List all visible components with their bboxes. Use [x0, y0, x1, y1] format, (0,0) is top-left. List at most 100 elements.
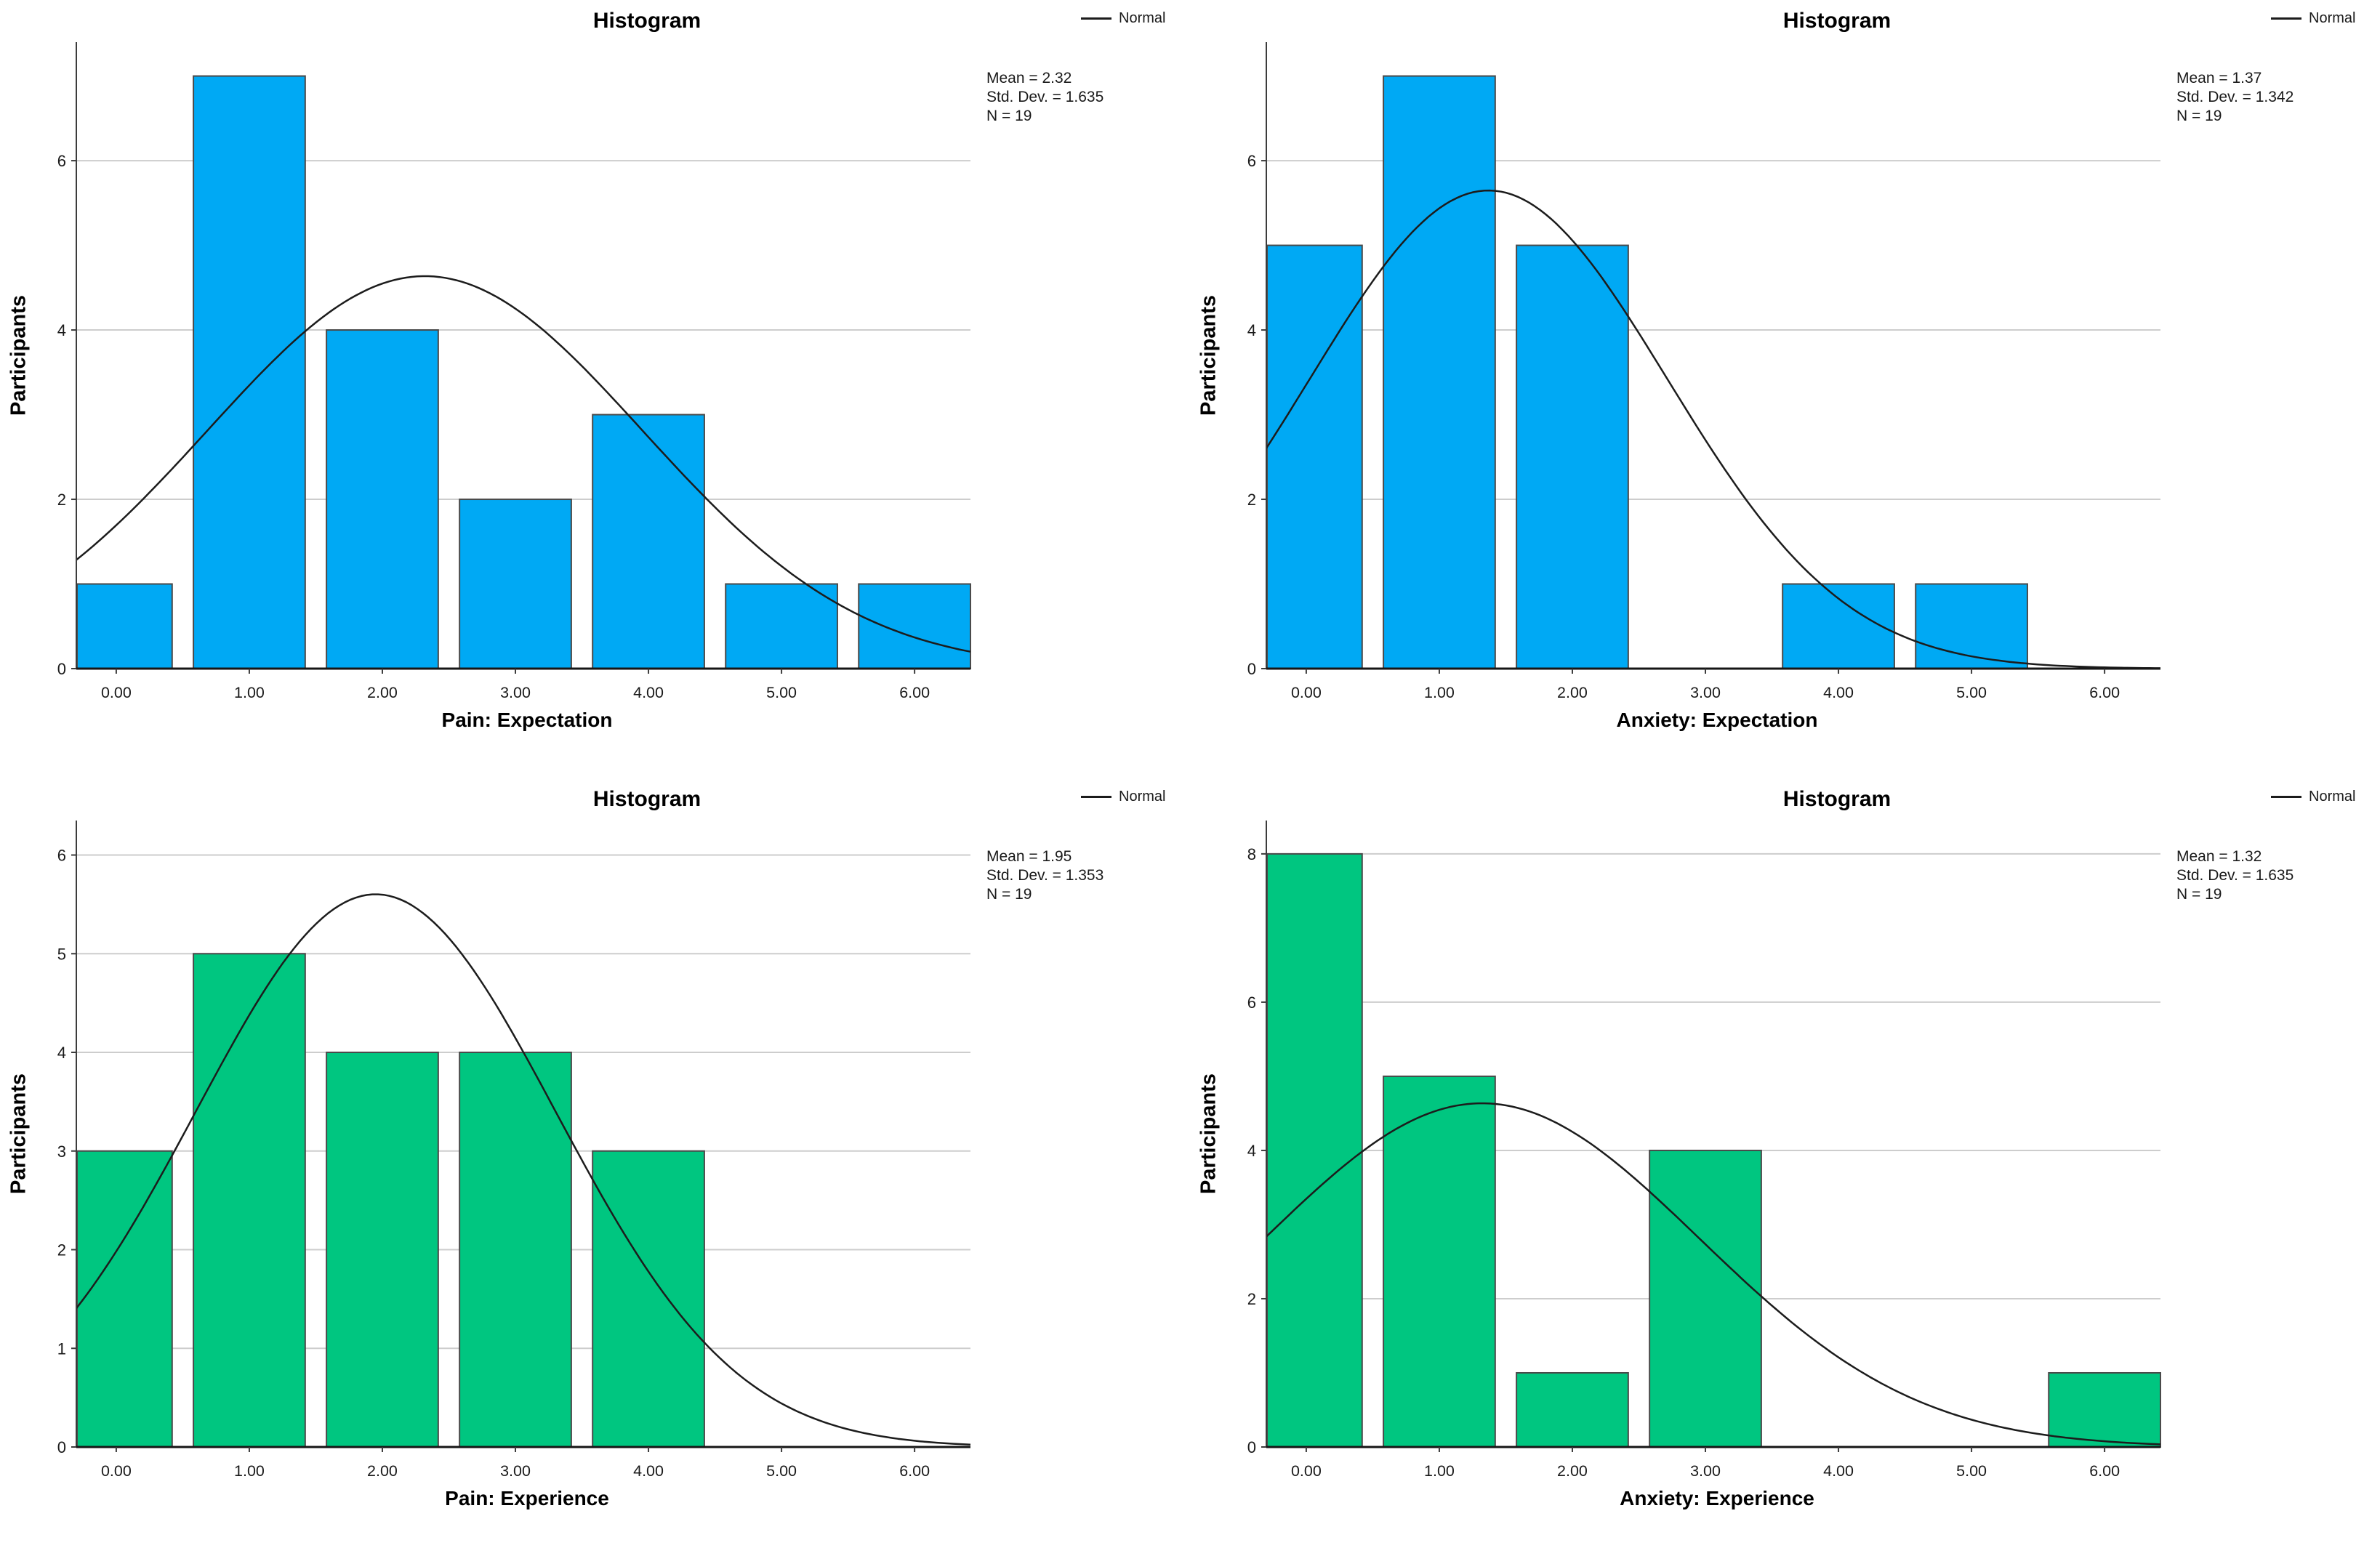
- y-tick-label: 0: [57, 660, 66, 678]
- histogram-bar: [1915, 583, 2028, 669]
- x-tick-label: 3.00: [500, 1462, 531, 1480]
- histogram-plot-anxiety-experience: 0 2 4 6 8 0.00 1.00 2.00 3.00 4.00 5.00 6.00: [1247, 821, 2161, 1480]
- x-tick-label: 3.00: [1690, 684, 1721, 701]
- y-tick-label: 4: [57, 1044, 66, 1062]
- x-axis-title: Anxiety: Experience: [1620, 1487, 1814, 1509]
- x-tick-label: 4.00: [633, 1462, 664, 1480]
- stat-stddev: Std. Dev. = 1.353: [986, 867, 1104, 884]
- x-tick-label: 0.00: [101, 684, 132, 701]
- y-tick-label: 6: [1247, 993, 1256, 1012]
- legend: Normal: [1081, 10, 1165, 27]
- stat-n: N = 19: [2176, 108, 2222, 124]
- histogram-cell-anxiety-expectation: 0 2 4 6 0.00 1.00 2.00 3.00 4.00 5.00 6.00 Histogr…: [1190, 0, 2380, 778]
- stats-block: Mean = 1.95 Std. Dev. = 1.353 N = 19: [986, 847, 1103, 904]
- normal-curve-legend-line-icon: [2271, 796, 2301, 798]
- stats-block: Mean = 1.37 Std. Dev. = 1.342 N = 19: [2176, 69, 2293, 126]
- x-tick-label: 0.00: [1291, 684, 1322, 701]
- stat-mean: Mean = 2.32: [986, 70, 1072, 86]
- legend: Normal: [2271, 10, 2355, 27]
- y-tick-label: 0: [1247, 1438, 1256, 1456]
- stat-mean: Mean = 1.32: [2176, 848, 2262, 865]
- x-axis-title: Pain: Experience: [445, 1487, 609, 1509]
- y-tick-label: 6: [57, 152, 66, 170]
- x-tick-label: 1.00: [234, 684, 265, 701]
- histogram-bar: [1266, 852, 1363, 1448]
- legend: Normal: [1081, 789, 1165, 805]
- histogram-bar: [2048, 1371, 2161, 1448]
- stat-mean: Mean = 1.95: [986, 848, 1072, 865]
- stats-block: Mean = 1.32 Std. Dev. = 1.635 N = 19: [2176, 847, 2293, 904]
- y-axis-title: Participants: [1197, 295, 1221, 416]
- normal-curve-legend-line-icon: [1081, 796, 1111, 798]
- y-tick-label: 0: [57, 1438, 66, 1456]
- x-tick-label: 6.00: [2089, 684, 2120, 701]
- histogram-bar: [193, 953, 306, 1448]
- stat-n: N = 19: [2176, 886, 2222, 903]
- x-tick-label: 0.00: [1291, 1462, 1322, 1480]
- histogram-bar: [592, 1150, 705, 1448]
- histogram-bar: [725, 583, 838, 669]
- histogram-bar: [1266, 244, 1363, 669]
- x-tick-label: 4.00: [1823, 1462, 1854, 1480]
- x-tick-label: 0.00: [101, 1462, 132, 1480]
- histogram-plot-pain-experience: 0 1 2 3 4 5 6 0.00 1.00 2.00 3.00 4.00 5.00 6.00: [57, 821, 971, 1480]
- chart-title: Histogram: [1782, 9, 1891, 33]
- y-tick-label: 4: [57, 321, 66, 339]
- x-tick-label: 6.00: [2089, 1462, 2120, 1480]
- stat-n: N = 19: [986, 108, 1032, 124]
- x-tick-label: 2.00: [367, 684, 398, 701]
- y-tick-label: 2: [57, 1241, 66, 1259]
- normal-curve: [76, 275, 971, 653]
- x-tick-label: 4.00: [1823, 684, 1854, 701]
- legend-label-normal: Normal: [2309, 10, 2356, 26]
- y-axis-title: Participants: [7, 1073, 31, 1194]
- x-tick-label: 2.00: [1557, 684, 1588, 701]
- stat-mean: Mean = 1.37: [2176, 70, 2262, 86]
- legend-label-normal: Normal: [1119, 10, 1166, 26]
- chart-title: Histogram: [592, 787, 701, 811]
- x-tick-label: 4.00: [633, 684, 664, 701]
- y-axis-title: Participants: [1197, 1073, 1221, 1194]
- legend-label-normal: Normal: [2309, 789, 2356, 805]
- normal-curve: [76, 893, 971, 1446]
- x-axis-title: Pain: Expectation: [441, 709, 613, 731]
- histogram-bar: [459, 1052, 572, 1448]
- histogram-bar: [326, 1052, 439, 1448]
- x-tick-label: 2.00: [367, 1462, 398, 1480]
- histogram-cell-anxiety-experience: 0 2 4 6 8 0.00 1.00 2.00 3.00 4.00 5.00 6.00 Histog…: [1190, 778, 2380, 1556]
- x-tick-label: 5.00: [766, 684, 797, 701]
- normal-curve: [1265, 189, 2160, 669]
- y-tick-label: 3: [57, 1142, 66, 1161]
- y-tick-label: 8: [1247, 845, 1256, 863]
- x-axis-title: Anxiety: Expectation: [1616, 709, 1818, 731]
- y-tick-label: 4: [1247, 321, 1256, 339]
- histogram-plot-pain-expectation: 0 2 4 6 0.00 1.00 2.00 3.00 4.00 5.00 6.00: [57, 42, 971, 701]
- y-tick-label: 2: [57, 491, 66, 509]
- histogram-bar: [76, 583, 173, 669]
- histogram-bar: [459, 499, 572, 670]
- x-tick-label: 6.00: [899, 684, 930, 701]
- y-tick-label: 6: [1247, 152, 1256, 170]
- histogram-bar: [76, 1150, 173, 1448]
- normal-curve-legend-line-icon: [1081, 17, 1111, 20]
- x-tick-label: 6.00: [899, 1462, 930, 1480]
- histogram-bar: [1383, 1075, 1496, 1448]
- y-tick-label: 2: [1247, 491, 1256, 509]
- stat-stddev: Std. Dev. = 1.342: [2176, 89, 2294, 105]
- x-tick-label: 5.00: [1956, 1462, 1987, 1480]
- y-tick-label: 6: [57, 847, 66, 865]
- histogram-cell-pain-experience: 0 1 2 3 4 5 6 0.00 1.00 2.00 3.00 4.00 5.00 6.00 Hist…: [0, 778, 1190, 1556]
- histogram-bar: [1782, 583, 1895, 669]
- x-tick-label: 1.00: [234, 1462, 265, 1480]
- histogram-bar: [1649, 1149, 1762, 1448]
- y-tick-label: 2: [1247, 1290, 1256, 1308]
- stats-block: Mean = 2.32 Std. Dev. = 1.635 N = 19: [986, 69, 1103, 126]
- histogram-cell-pain-expectation: 0 2 4 6 0.00 1.00 2.00 3.00 4.00 5.00 6.00 Histogr…: [0, 0, 1190, 778]
- legend: Normal: [2271, 789, 2355, 805]
- histogram-bar: [858, 583, 971, 669]
- normal-curve: [1266, 1102, 2161, 1446]
- chart-title: Histogram: [1782, 787, 1891, 811]
- histogram-bar: [1516, 1371, 1629, 1448]
- x-tick-label: 1.00: [1424, 684, 1455, 701]
- histogram-bar: [592, 414, 705, 669]
